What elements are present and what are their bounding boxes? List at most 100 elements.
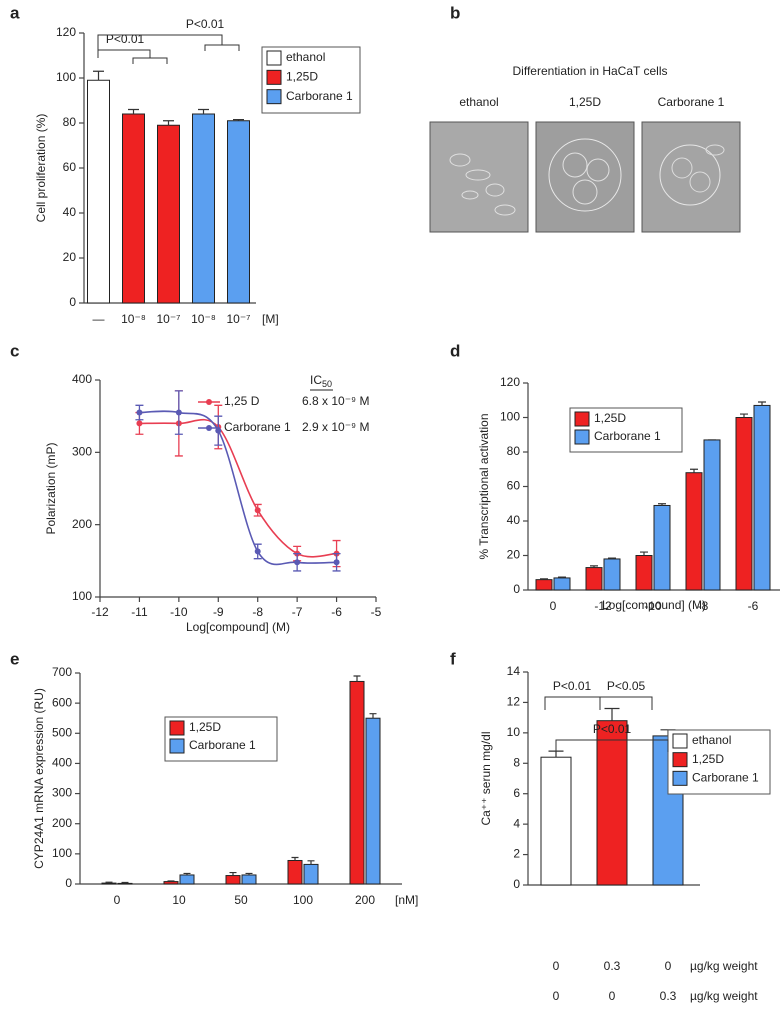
x-tick-label: 10⁻⁷ [156, 312, 180, 326]
bar [192, 113, 215, 304]
annotation: P<0.01 [593, 722, 632, 736]
error-bar [121, 881, 129, 884]
y-tick-label: 40 [63, 205, 77, 219]
y-tick-label: 20 [507, 548, 521, 562]
panel-title: Differentiation in HaCaT cells [513, 64, 668, 78]
y-tick-label: 20 [63, 250, 77, 264]
bar [735, 417, 753, 591]
x-tick-label: -10 [170, 605, 188, 619]
bar [596, 720, 628, 886]
bar [553, 577, 571, 591]
data-point [294, 559, 301, 566]
error-bar [740, 413, 748, 418]
x-row-label: 0.3 [660, 989, 677, 1003]
panel-label: b [450, 3, 460, 22]
error-bar [245, 872, 253, 875]
legend-label: 1,25 D [224, 394, 260, 408]
legend-swatch [266, 50, 282, 66]
bar [540, 756, 572, 886]
data-point [175, 409, 182, 416]
x-tick-label: 100 [293, 893, 313, 907]
y-tick-label: 300 [72, 445, 92, 459]
legend-label: Carborane 1 [286, 89, 353, 103]
legend-label: Carborane 1 [594, 429, 661, 443]
ic50-label: IC [310, 373, 322, 387]
panel-label: c [10, 341, 19, 360]
significance-bracket [97, 34, 223, 58]
error-bar [291, 856, 299, 861]
x-tick-label: 0 [550, 599, 557, 613]
x-tick-label: 50 [234, 893, 248, 907]
bar [163, 881, 179, 885]
error-bar [128, 108, 139, 114]
data-point [254, 507, 261, 514]
bar [653, 504, 671, 591]
bar [117, 882, 133, 885]
x-tick-label: -6 [331, 605, 342, 619]
error-bar [558, 576, 566, 578]
error-bar [608, 557, 616, 559]
bar [227, 120, 250, 304]
image-caption: Carborane 1 [658, 95, 725, 109]
legend-swatch [672, 752, 688, 768]
x-tick-label: -10 [644, 599, 662, 613]
x-row-label: 0.3 [604, 959, 621, 973]
error-bar [640, 551, 648, 556]
x-tick-label: 10⁻⁸ [191, 312, 216, 326]
y-tick-label: 60 [63, 160, 77, 174]
error-bar [604, 707, 620, 721]
y-tick-label: 10 [507, 725, 521, 739]
x-row-label: 0 [553, 989, 560, 1003]
legend-swatch [574, 411, 590, 427]
y-tick-label: 200 [52, 816, 72, 830]
annotation: P<0.01 [106, 32, 145, 46]
legend-label: ethanol [692, 733, 731, 747]
bar [157, 124, 180, 304]
x-tick-label: 0 [114, 893, 121, 907]
y-tick-label: 100 [500, 410, 520, 424]
x-row-label: 0 [665, 959, 672, 973]
bar [603, 558, 621, 591]
y-tick-label: 4 [513, 816, 520, 830]
error-bar [233, 119, 244, 121]
significance-bracket [555, 739, 669, 752]
x-tick-label: -8 [698, 599, 709, 613]
bar [225, 875, 241, 885]
y-tick-label: 400 [52, 756, 72, 770]
x-tick-label: -12 [91, 605, 109, 619]
ic50-value: 2.9 x 10⁻⁹ M [302, 420, 370, 434]
significance-bracket [132, 57, 168, 64]
x-tick-label: — [93, 312, 105, 326]
error-bar [658, 503, 666, 506]
x-row-label: 0 [609, 989, 616, 1003]
error-bar [167, 880, 175, 882]
y-tick-label: 8 [513, 755, 520, 769]
legend-marker [206, 425, 212, 431]
y-tick-label: 600 [52, 695, 72, 709]
x-axis-label: Log[compound] (M) [186, 620, 290, 634]
x-unit: [M] [262, 312, 279, 326]
bar [535, 579, 553, 591]
error-bar [353, 675, 361, 682]
fit-line [139, 418, 337, 558]
y-tick-label: 0 [69, 295, 76, 309]
legend-label: 1,25D [692, 752, 724, 766]
x-tick-label: -11 [131, 605, 148, 619]
x-row-label: 0 [553, 959, 560, 973]
y-tick-label: 80 [507, 444, 521, 458]
x-tick-label: 200 [355, 893, 375, 907]
x-tick-label: 10⁻⁸ [121, 312, 146, 326]
y-tick-label: 80 [63, 115, 77, 129]
image-caption: 1,25D [569, 95, 601, 109]
y-axis-label: Cell proliferation (%) [34, 114, 48, 223]
micrograph [429, 121, 741, 233]
panel-label: f [450, 649, 456, 668]
legend-marker [206, 399, 212, 405]
data-point [136, 409, 143, 416]
y-tick-label: 300 [52, 786, 72, 800]
y-tick-label: 0 [513, 877, 520, 891]
error-bar [183, 872, 191, 875]
error-bar [690, 468, 698, 473]
significance-bracket [204, 44, 240, 51]
x-tick-label: -6 [748, 599, 759, 613]
